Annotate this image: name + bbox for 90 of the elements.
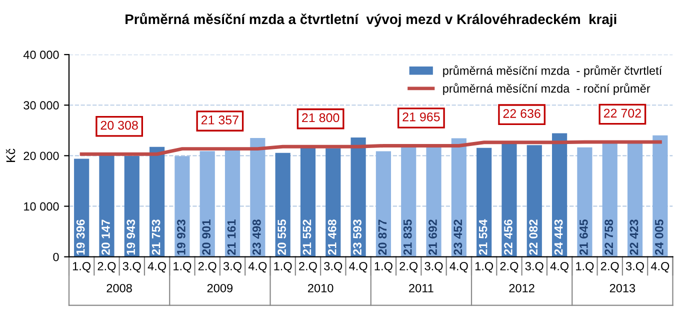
bar: [124, 156, 140, 257]
data-label: 22 636: [503, 109, 540, 118]
legend-label: průměrná měsíční mzda - roční průměr: [443, 83, 650, 96]
x-tick-label: 4.Q: [349, 262, 368, 272]
y-tick-label: 30 000: [24, 101, 59, 110]
data-label: 22 423: [630, 220, 638, 255]
data-label: 21 753: [152, 220, 160, 255]
y-tick-label: 0: [53, 252, 59, 262]
y-axis-title: Kč: [6, 148, 16, 162]
data-label: 23 593: [353, 220, 362, 255]
y-tick-label: 40 000: [23, 50, 59, 59]
data-label: 21 552: [302, 220, 312, 255]
data-label: 20 555: [278, 220, 286, 255]
x-tick-label: 3.Q: [223, 262, 242, 272]
y-tick-label: 10 000: [24, 202, 59, 211]
x-tick-label: 3.Q: [324, 262, 342, 272]
bar: [200, 151, 215, 257]
data-label: 22 758: [604, 220, 614, 255]
x-tick-label: 1.Q: [274, 262, 292, 272]
x-tick-label: 1.Q: [72, 262, 91, 272]
text: 2013: [610, 284, 636, 292]
data-label: 21 645: [580, 220, 588, 255]
data-label: 21 800: [302, 113, 340, 122]
x-tick-label: 4.Q: [148, 262, 166, 272]
x-tick-label: 2.Q: [299, 262, 317, 272]
bar: [224, 150, 240, 257]
data-label: 22 456: [504, 220, 512, 255]
data-label: 19 923: [177, 220, 186, 255]
bar: [476, 148, 492, 257]
data-label: 21 965: [402, 112, 440, 122]
bar: [300, 148, 316, 257]
text: 2011: [409, 284, 434, 292]
text: 2012: [509, 284, 534, 292]
data-label: 20 147: [102, 220, 110, 255]
x-tick-label: 2.Q: [98, 262, 116, 272]
text: 2010: [308, 284, 334, 292]
bar: [577, 147, 592, 257]
data-label: 20 901: [202, 220, 211, 255]
bar: [552, 133, 568, 257]
data-label: 21 692: [428, 220, 437, 255]
x-tick-label: 3.Q: [424, 262, 443, 272]
x-tick-label: 2.Q: [600, 262, 619, 272]
x-tick-label: 4.Q: [248, 262, 267, 272]
y-tick-label: 20 000: [24, 152, 59, 160]
x-tick-label: 1.Q: [576, 262, 594, 272]
data-label: 21 468: [328, 220, 336, 255]
data-label: 21 161: [227, 220, 236, 255]
text: 2009: [207, 284, 233, 292]
bar: [652, 135, 668, 257]
bar: [275, 152, 290, 257]
data-label: 20 877: [378, 220, 387, 255]
x-tick-label: 2.Q: [400, 262, 418, 272]
bar: [376, 151, 391, 257]
bar: [602, 142, 618, 257]
data-label: 22 082: [529, 220, 538, 255]
x-tick-label: 3.Q: [122, 262, 141, 272]
bar: [526, 145, 542, 257]
x-tick-label: 2.Q: [500, 262, 518, 272]
data-label: 19 396: [76, 220, 85, 255]
bar: [74, 158, 90, 257]
data-label: 22 702: [604, 108, 641, 118]
data-label: 24 005: [654, 220, 664, 255]
bar: [502, 143, 517, 257]
data-label: 21 835: [403, 220, 412, 255]
data-label: 23 498: [252, 220, 261, 255]
bar: [326, 148, 341, 257]
legend-label: průměrná měsíční mzda - průměr čtvrtletí: [443, 65, 662, 78]
data-label: 23 452: [454, 220, 462, 255]
x-tick-label: 2.Q: [198, 262, 216, 272]
bar: [174, 156, 190, 257]
bar: [627, 143, 643, 257]
bar: [426, 147, 442, 257]
chart-title: Průměrná měsíční mzda a čtvrtletní vývoj mezd v Královéhradeckém kraji: [126, 12, 616, 27]
data-label: 24 443: [554, 220, 563, 255]
bar: [99, 154, 114, 257]
x-tick-label: 4.Q: [450, 262, 468, 272]
line-series: [80, 140, 662, 156]
x-tick-label: 4.Q: [650, 262, 670, 272]
x-tick-label: 3.Q: [525, 262, 544, 272]
text: 2008: [106, 284, 132, 292]
data-label: 20 308: [100, 120, 138, 130]
x-tick-label: 3.Q: [626, 262, 644, 272]
x-tick-label: 1.Q: [174, 262, 192, 272]
x-tick-label: 1.Q: [475, 262, 494, 272]
x-tick-label: 4.Q: [550, 262, 568, 272]
data-label: 21 357: [201, 116, 238, 124]
data-label: 19 943: [126, 220, 136, 255]
x-tick-label: 1.Q: [374, 262, 392, 272]
data-label: 21 554: [478, 219, 488, 255]
bar: [401, 146, 416, 257]
